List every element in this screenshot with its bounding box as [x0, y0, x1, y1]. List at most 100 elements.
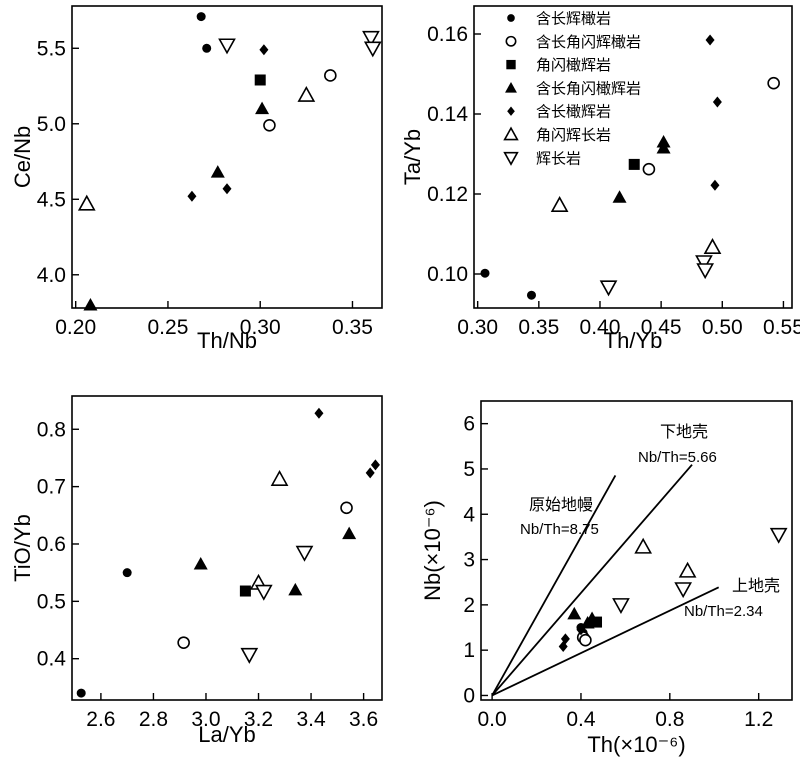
- x-tick-label: 0.25: [148, 316, 189, 339]
- square-filled-marker: [628, 158, 640, 170]
- triangle-filled-marker: [193, 557, 208, 570]
- x-axis-title: Th(×10⁻⁶): [587, 732, 685, 757]
- reference-line: [491, 586, 720, 697]
- panel-ce-nb-vs-th-nb: 0.20 0.25 0.30 0.35 4.0 4.5 5.0 5.5 Th/Nb Ce/Nb: [10, 5, 383, 353]
- inverted-triangle-open-marker: [696, 263, 715, 280]
- diamond-filled-marker: [259, 44, 269, 56]
- triangle-filled-marker: [255, 101, 270, 115]
- circle-filled-marker: [196, 12, 206, 22]
- circle-open-marker: [505, 35, 517, 47]
- triangle-filled-marker: [656, 141, 671, 154]
- inverted-triangle-open-marker: [695, 255, 713, 272]
- reference-line: [491, 464, 693, 697]
- y-tick-label: 0: [463, 684, 475, 707]
- square-filled-marker: [254, 74, 266, 86]
- x-tick-label: 2.8: [139, 708, 168, 731]
- diamond-filled-marker: [314, 407, 324, 419]
- reference-line-ratio: Nb/Th=5.66: [638, 449, 717, 466]
- y-tick-label: 4.0: [37, 264, 66, 287]
- triangle-open-marker: [703, 238, 722, 254]
- inverted-triangle-open-marker: [599, 280, 618, 297]
- triangle-open-marker: [297, 85, 316, 102]
- legend-label: 辉长岩: [536, 149, 581, 167]
- y-tick-label: 0.6: [37, 533, 66, 556]
- x-tick-label: 0.35: [518, 316, 559, 339]
- y-axis-title: Nb(×10⁻⁶): [420, 500, 445, 601]
- reference-line-name: 原始地幔: [529, 495, 593, 514]
- diamond-filled-marker: [370, 459, 380, 471]
- x-tick-label: 0.35: [332, 316, 373, 339]
- y-tick-label: 0.14: [427, 103, 468, 126]
- y-tick-label: 5.0: [37, 113, 66, 136]
- circle-open-marker: [324, 69, 337, 82]
- inverted-triangle-open-marker: [240, 647, 259, 664]
- y-tick-label: 0.8: [37, 418, 66, 441]
- circle-filled-marker: [507, 14, 515, 22]
- legend-label: 角闪橄辉岩: [536, 56, 611, 74]
- y-tick-label: 0.10: [427, 263, 468, 286]
- triangle-open-marker: [550, 196, 569, 212]
- x-axis-title: Th/Yb: [604, 328, 663, 353]
- circle-open-marker: [767, 76, 780, 90]
- reference-line-name: 上地壳: [732, 576, 780, 595]
- triangle-open-marker: [270, 470, 289, 486]
- inverted-triangle-open-marker: [218, 38, 236, 55]
- inverted-triangle-open-marker: [363, 41, 382, 58]
- triangle-filled-marker: [585, 611, 600, 624]
- reference-line-name: 下地壳: [660, 422, 708, 441]
- legend-label: 含长辉橄岩: [536, 10, 611, 28]
- diamond-filled-marker: [705, 34, 715, 46]
- x-tick-label: 0.20: [55, 316, 96, 339]
- circle-filled-marker: [202, 43, 212, 53]
- diamond-filled-marker: [187, 190, 197, 202]
- x-tick-label: 0.40: [580, 316, 621, 339]
- circle-open-marker: [263, 118, 276, 132]
- x-tick-label: 0.4: [566, 708, 596, 731]
- x-axis-title: La/Yb: [198, 722, 256, 747]
- triangle-open-marker: [503, 126, 519, 141]
- y-tick-label: 6: [463, 413, 475, 436]
- y-tick-label: 5: [463, 458, 475, 481]
- x-tick-label: 0.45: [641, 316, 682, 339]
- diamond-filled-marker: [222, 183, 232, 195]
- x-tick-label: 2.6: [86, 708, 115, 731]
- x-tick-label: 0.0: [478, 708, 507, 731]
- x-tick-label: 0.8: [655, 708, 684, 731]
- reference-line: [491, 475, 617, 696]
- x-tick-label: 0.50: [702, 316, 743, 339]
- y-tick-label: 0.5: [37, 590, 66, 613]
- circle-filled-marker: [122, 568, 132, 578]
- legend-label: 角闪辉长岩: [536, 126, 611, 144]
- y-axis-title: Ce/Nb: [10, 126, 35, 188]
- triangle-filled-marker: [505, 81, 517, 93]
- panel-ta-yb-vs-th-yb: 0.30 0.35 0.40 0.45 0.50 0.55 0.10 0.12 0.14 0.16…: [400, 5, 800, 353]
- circle-open-marker: [177, 636, 190, 649]
- y-axis-title: Ta/Yb: [400, 129, 425, 185]
- triangle-open-marker: [678, 561, 697, 578]
- x-tick-label: 0.30: [240, 316, 281, 339]
- square-filled-marker: [506, 59, 516, 70]
- x-tick-label: 3.6: [349, 708, 378, 731]
- square-filled-marker: [239, 585, 251, 597]
- triangle-filled-marker: [567, 606, 582, 620]
- circle-open-marker: [340, 501, 353, 515]
- diamond-filled-marker: [712, 96, 722, 108]
- y-tick-label: 0.7: [37, 476, 66, 499]
- inverted-triangle-open-marker: [674, 582, 693, 599]
- x-tick-label: 3.2: [244, 708, 273, 731]
- x-tick-label: 3.0: [191, 708, 220, 731]
- y-tick-label: 4.5: [37, 188, 66, 211]
- y-tick-label: 3: [463, 549, 475, 572]
- panel-tio2-yb-vs-la-yb: 2.6 2.8 3.0 3.2 3.4 3.6 0.4 0.5 0.6 0.7 0.8 La/Yb Ti…: [10, 395, 383, 747]
- plot-frame: [71, 5, 383, 309]
- inverted-triangle-open-marker: [769, 527, 788, 544]
- x-tick-label: 0.55: [763, 316, 800, 339]
- circle-filled-marker: [480, 268, 490, 278]
- plot-frame: [71, 395, 383, 701]
- triangle-filled-marker: [612, 190, 627, 203]
- y-tick-label: 2: [463, 594, 475, 617]
- y-tick-label: 0.4: [37, 648, 67, 671]
- inverted-triangle-open-marker: [362, 30, 380, 47]
